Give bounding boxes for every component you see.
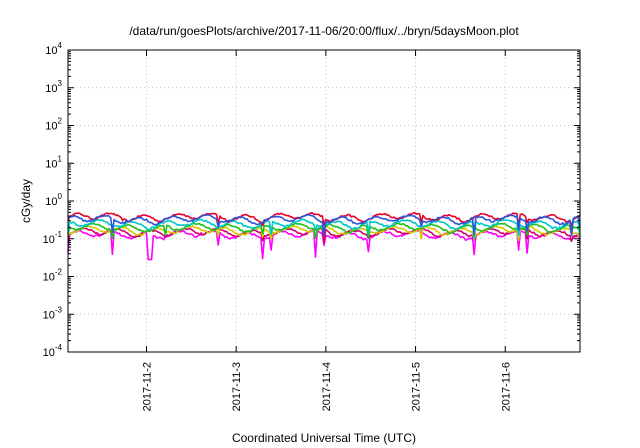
series-line [67, 213, 581, 237]
y-tick-label: 102 [45, 117, 62, 133]
y-axis: 10-4 10-3 10-2 10-1 100 101 102 103 104 [43, 41, 580, 359]
y-tick-label: 104 [45, 41, 62, 57]
chart-title: /data/run/goesPlots/archive/2017-11-06/2… [129, 24, 519, 38]
y-tick-label: 101 [45, 154, 62, 170]
series-line [67, 227, 581, 244]
x-tick-label: 2017-11-3 [231, 362, 243, 411]
grid [68, 50, 580, 352]
y-axis-label: cGy/day [19, 179, 33, 223]
series-line [67, 229, 581, 261]
x-axis-label: Coordinated Universal Time (UTC) [232, 431, 416, 445]
series-group [67, 211, 581, 261]
y-tick-label: 10-4 [43, 343, 63, 359]
y-tick-label: 100 [45, 192, 62, 208]
x-tick-label: 2017-11-4 [321, 362, 333, 411]
y-tick-label: 10-2 [43, 268, 63, 284]
x-tick-label: 2017-11-2 [141, 362, 153, 411]
x-tick-label: 2017-11-5 [411, 362, 423, 411]
y-tick-label: 10-3 [43, 305, 63, 321]
y-tick-label: 103 [45, 79, 62, 95]
x-axis: 2017-11-2 2017-11-3 2017-11-4 2017-11-5 2017… [141, 50, 512, 411]
y-tick-label: 10-1 [43, 230, 63, 246]
series-line [67, 211, 581, 227]
x-tick-label: 2017-11-6 [500, 362, 512, 411]
